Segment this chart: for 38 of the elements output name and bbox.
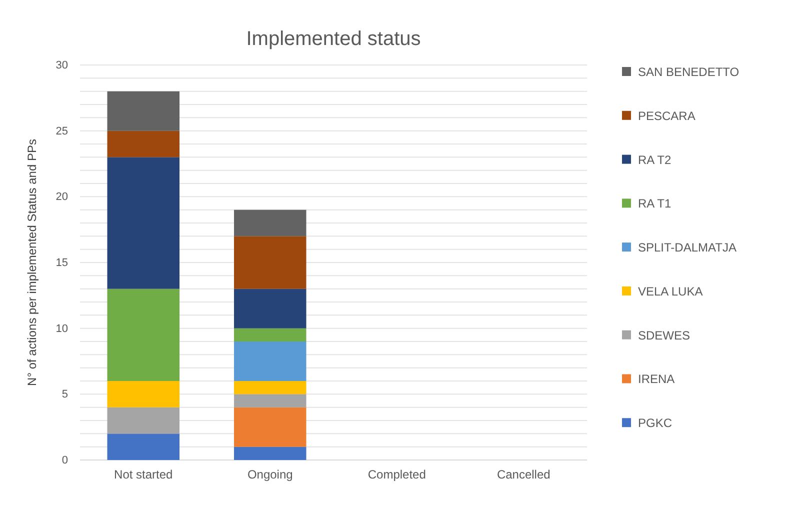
bar — [107, 381, 180, 408]
y-tick-label: 0 — [62, 454, 68, 467]
bar — [234, 407, 306, 447]
bar — [234, 446, 306, 460]
bar — [107, 288, 180, 381]
x-tick-label: Ongoing — [247, 468, 293, 482]
bar — [107, 130, 180, 158]
bar — [234, 381, 306, 394]
bar — [234, 342, 306, 381]
legend-label: SPLIT-DALMATJA — [638, 240, 736, 255]
legend-label: VELA LUKA — [638, 284, 703, 298]
y-tick-label: 5 — [62, 388, 68, 401]
bar — [107, 157, 180, 289]
bar — [234, 210, 306, 236]
y-tick-label: 15 — [56, 257, 68, 270]
x-tick-label: Not started — [114, 468, 173, 482]
bar — [234, 236, 306, 289]
legend-label: SAN BENEDETTO — [638, 65, 740, 79]
legend-label: PESCARA — [638, 108, 696, 123]
y-tick-label: 10 — [56, 322, 68, 335]
bar — [107, 407, 180, 434]
legend-label: IRENA — [638, 372, 675, 386]
y-tick-label: 30 — [56, 60, 68, 72]
legend-label: RA T1 — [638, 196, 672, 211]
bar — [234, 288, 306, 328]
y-axis-title: N° of actions per implemented Status and PPs — [25, 139, 39, 386]
legend-label: SDEWES — [638, 328, 690, 342]
chart-title: Implemented status — [246, 28, 421, 50]
legend-label: RA T2 — [638, 152, 672, 167]
bar — [107, 91, 180, 131]
y-tick-label: 20 — [56, 191, 68, 204]
bar — [234, 394, 306, 408]
x-tick-label: Completed — [368, 468, 426, 482]
legend-label: PGKC — [638, 416, 672, 430]
bar — [234, 328, 306, 342]
bar — [107, 434, 180, 460]
y-tick-label: 25 — [56, 125, 68, 138]
x-tick-label: Cancelled — [496, 468, 550, 482]
